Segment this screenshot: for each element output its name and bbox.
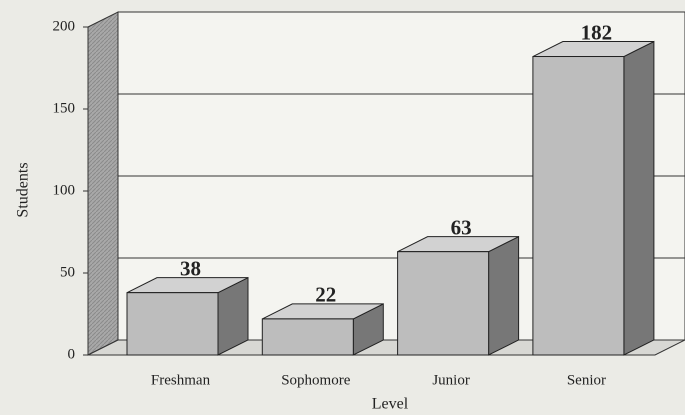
y-tick-label: 100 (53, 182, 76, 198)
x-tick-label: Senior (567, 372, 606, 388)
bar (261, 318, 354, 356)
bar-side (623, 40, 655, 356)
x-tick-label: Sophomore (281, 372, 351, 388)
x-tick-label: Junior (432, 372, 470, 388)
bar (532, 56, 625, 356)
x-tick-label: Freshman (151, 372, 211, 388)
x-axis-label: Level (372, 396, 409, 413)
y-tick-label: 150 (53, 100, 76, 116)
y-tick-label: 50 (60, 264, 75, 280)
data-label: 182 (581, 20, 613, 44)
y-tick-label: 200 (53, 18, 76, 34)
data-label: 38 (180, 256, 201, 280)
bar-side (488, 235, 520, 356)
bar (397, 251, 490, 356)
y-tick-label: 0 (68, 346, 76, 362)
bar (126, 292, 219, 356)
side-wall (87, 11, 119, 356)
data-label: 22 (315, 283, 336, 307)
data-label: 63 (451, 215, 472, 239)
y-axis-label: Students (15, 162, 32, 217)
